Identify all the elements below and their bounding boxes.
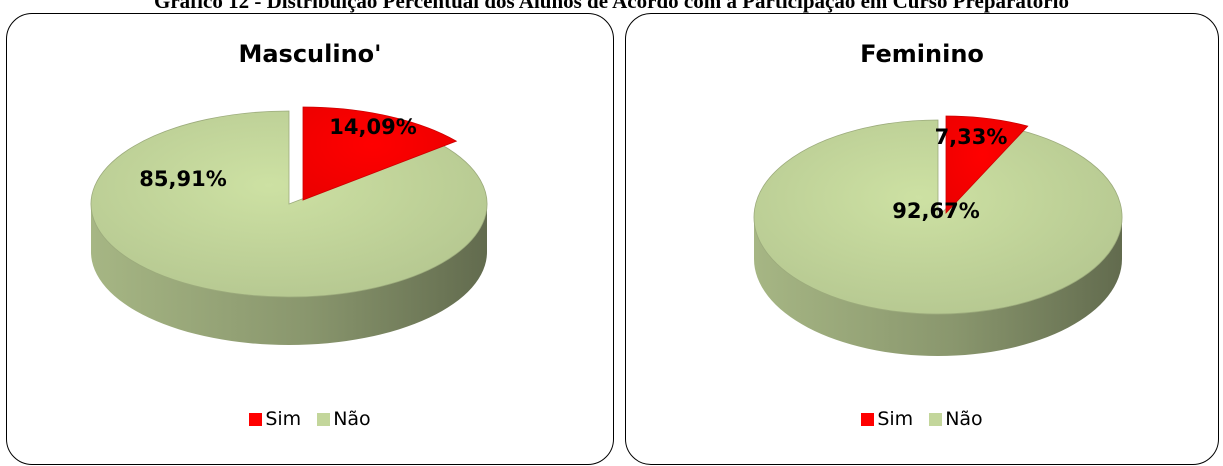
data-label-não: 92,67% (892, 199, 979, 223)
legend: Sim Não (7, 408, 613, 430)
chart-title: Feminino (860, 40, 984, 68)
legend-swatch-nao (317, 412, 331, 426)
legend-label-sim: Sim (877, 408, 914, 430)
legend-label-nao: Não (333, 408, 371, 430)
data-label-sim: 14,09% (329, 115, 416, 139)
pie-slice-side-não (91, 204, 487, 345)
data-label-sim: 7,33% (935, 125, 1008, 149)
chart-panel-feminino: Feminino 7,33% 92,67% Sim Não (625, 13, 1219, 465)
legend: Sim Não (626, 408, 1218, 430)
pie-slice-não (753, 119, 1123, 315)
legend-item-nao: Não (929, 408, 983, 430)
legend-label-sim: Sim (265, 408, 302, 430)
chart-panel-masculino: Masculino' 14,09% 85,91% Sim Não (6, 13, 614, 465)
legend-item-nao: Não (317, 408, 371, 430)
pie-chart-feminino: 7,33% 92,67% (753, 115, 1123, 356)
page-title: Gráfico 12 - Distribuição Percentual dos… (154, 0, 1069, 13)
data-label-não: 85,91% (139, 167, 226, 191)
pie-slice-sim (945, 115, 1029, 215)
chart-title: Masculino' (238, 40, 382, 68)
pie-slice-side-não (754, 217, 1122, 356)
legend-item-sim: Sim (861, 408, 913, 430)
legend-swatch-sim (249, 412, 263, 426)
legend-label-nao: Não (945, 408, 983, 430)
legend-item-sim: Sim (249, 408, 301, 430)
pie-slice-não (90, 110, 488, 298)
legend-swatch-sim (861, 412, 875, 426)
pie-chart-masculino: 14,09% 85,91% (90, 106, 488, 345)
legend-swatch-nao (929, 412, 943, 426)
pie-slice-sim (302, 106, 458, 201)
